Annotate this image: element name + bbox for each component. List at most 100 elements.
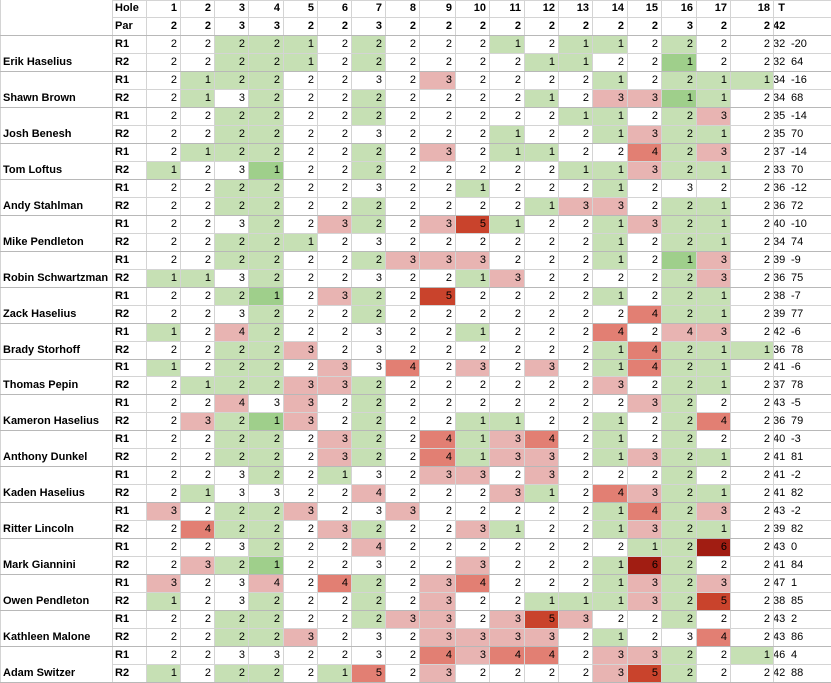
score-cell: 2 <box>661 376 696 394</box>
score-cell: 2 <box>214 448 248 466</box>
score-cell: 2 <box>170 254 177 266</box>
score-cell: 2 <box>445 38 452 50</box>
hole-number: 17 <box>714 2 727 14</box>
score-cell: 4 <box>419 430 455 448</box>
round-diff: 78 <box>791 379 804 391</box>
score-cell: 2 <box>582 505 589 517</box>
score-cell: 2 <box>341 649 348 661</box>
score-cell: 1 <box>696 448 730 466</box>
grid-line-horizontal <box>112 412 831 413</box>
score-cell: 2 <box>248 269 283 287</box>
score-cell: 4 <box>524 430 558 448</box>
score-cell: 2 <box>170 451 177 463</box>
score-cell: 2 <box>204 361 211 373</box>
score-cell: 3 <box>489 269 524 287</box>
score-cell: 2 <box>351 215 385 233</box>
score-cell: 2 <box>548 415 555 427</box>
score-cell: 2 <box>341 541 348 553</box>
score-cell: 4 <box>385 359 419 376</box>
score-cell: 3 <box>273 487 280 499</box>
score-cell: 2 <box>307 649 314 661</box>
score-cell: 2 <box>661 592 696 610</box>
score-cell: 3 <box>375 344 382 356</box>
round-total: 38 <box>773 595 786 607</box>
score-cell: 2 <box>445 110 452 122</box>
hole-par: 2 <box>651 20 658 32</box>
score-cell: 3 <box>455 466 489 484</box>
score-cell: 2 <box>248 359 283 376</box>
score-cell: 2 <box>170 110 177 122</box>
score-cell: 2 <box>409 595 416 607</box>
hole-par: 2 <box>307 20 314 32</box>
score-cell: 2 <box>307 326 314 338</box>
score-cell: 2 <box>763 379 770 391</box>
score-cell: 3 <box>238 595 245 607</box>
round-label: R1 <box>115 505 130 517</box>
hole-number: 3 <box>238 2 245 14</box>
score-cell: 2 <box>307 487 314 499</box>
score-cell: 2 <box>617 272 624 284</box>
score-cell: 3 <box>489 448 524 466</box>
score-cell: 2 <box>548 128 555 140</box>
score-cell: 4 <box>627 341 661 359</box>
score-cell: 2 <box>307 128 314 140</box>
round-label: R1 <box>115 38 130 50</box>
round-total: 41 <box>773 451 786 463</box>
score-cell: 2 <box>351 89 385 107</box>
score-cell: 2 <box>661 359 696 376</box>
score-cell: 3 <box>273 397 280 409</box>
score-cell: 1 <box>696 341 730 359</box>
score-cell: 2 <box>720 182 727 194</box>
score-cell: 2 <box>479 200 486 212</box>
score-cell: 2 <box>204 541 211 553</box>
score-cell: 2 <box>248 376 283 394</box>
round-diff: 86 <box>791 631 804 643</box>
score-cell: 2 <box>351 394 385 412</box>
score-cell: 1 <box>558 35 592 53</box>
score-cell: 2 <box>548 326 555 338</box>
score-cell: 2 <box>351 305 385 323</box>
score-cell: 2 <box>409 218 416 230</box>
score-cell: 3 <box>627 394 661 412</box>
score-cell: 3 <box>238 164 245 176</box>
score-cell: 2 <box>514 577 521 589</box>
score-cell: 3 <box>238 469 245 481</box>
score-cell: 2 <box>204 613 211 625</box>
round-total: 39 <box>773 308 786 320</box>
score-cell: 1 <box>455 179 489 197</box>
score-cell: 2 <box>617 613 624 625</box>
score-cell: 2 <box>763 272 770 284</box>
score-cell: 2 <box>214 107 248 125</box>
score-cell: 1 <box>592 628 627 646</box>
score-cell: 1 <box>489 143 524 161</box>
score-cell: 1 <box>696 376 730 394</box>
score-cell: 2 <box>661 143 696 161</box>
score-cell: 1 <box>696 305 730 323</box>
round-label: R2 <box>115 308 130 320</box>
score-cell: 2 <box>341 344 348 356</box>
score-cell: 3 <box>317 430 351 448</box>
score-cell: 2 <box>651 74 658 86</box>
player-name: Josh Benesh <box>3 128 72 140</box>
score-cell: 3 <box>317 359 351 376</box>
round-total: 43 <box>773 505 786 517</box>
player-name: Shawn Brown <box>3 92 76 104</box>
score-cell: 2 <box>651 236 658 248</box>
score-cell: 2 <box>214 412 248 430</box>
round-label: R1 <box>115 218 130 230</box>
score-cell: 2 <box>351 376 385 394</box>
grid-line-horizontal <box>112 233 831 234</box>
score-cell: 3 <box>283 502 317 520</box>
score-cell: 2 <box>720 649 727 661</box>
hole-par: 2 <box>341 20 348 32</box>
score-cell: 2 <box>763 182 770 194</box>
score-cell: 2 <box>204 344 211 356</box>
score-cell: 1 <box>455 269 489 287</box>
player-name: Kathleen Malone <box>3 631 91 643</box>
score-cell: 2 <box>651 200 658 212</box>
score-cell: 2 <box>307 164 314 176</box>
score-cell: 2 <box>351 161 385 179</box>
score-cell: 2 <box>409 110 416 122</box>
round-total: 43 <box>773 541 786 553</box>
score-cell: 3 <box>524 448 558 466</box>
